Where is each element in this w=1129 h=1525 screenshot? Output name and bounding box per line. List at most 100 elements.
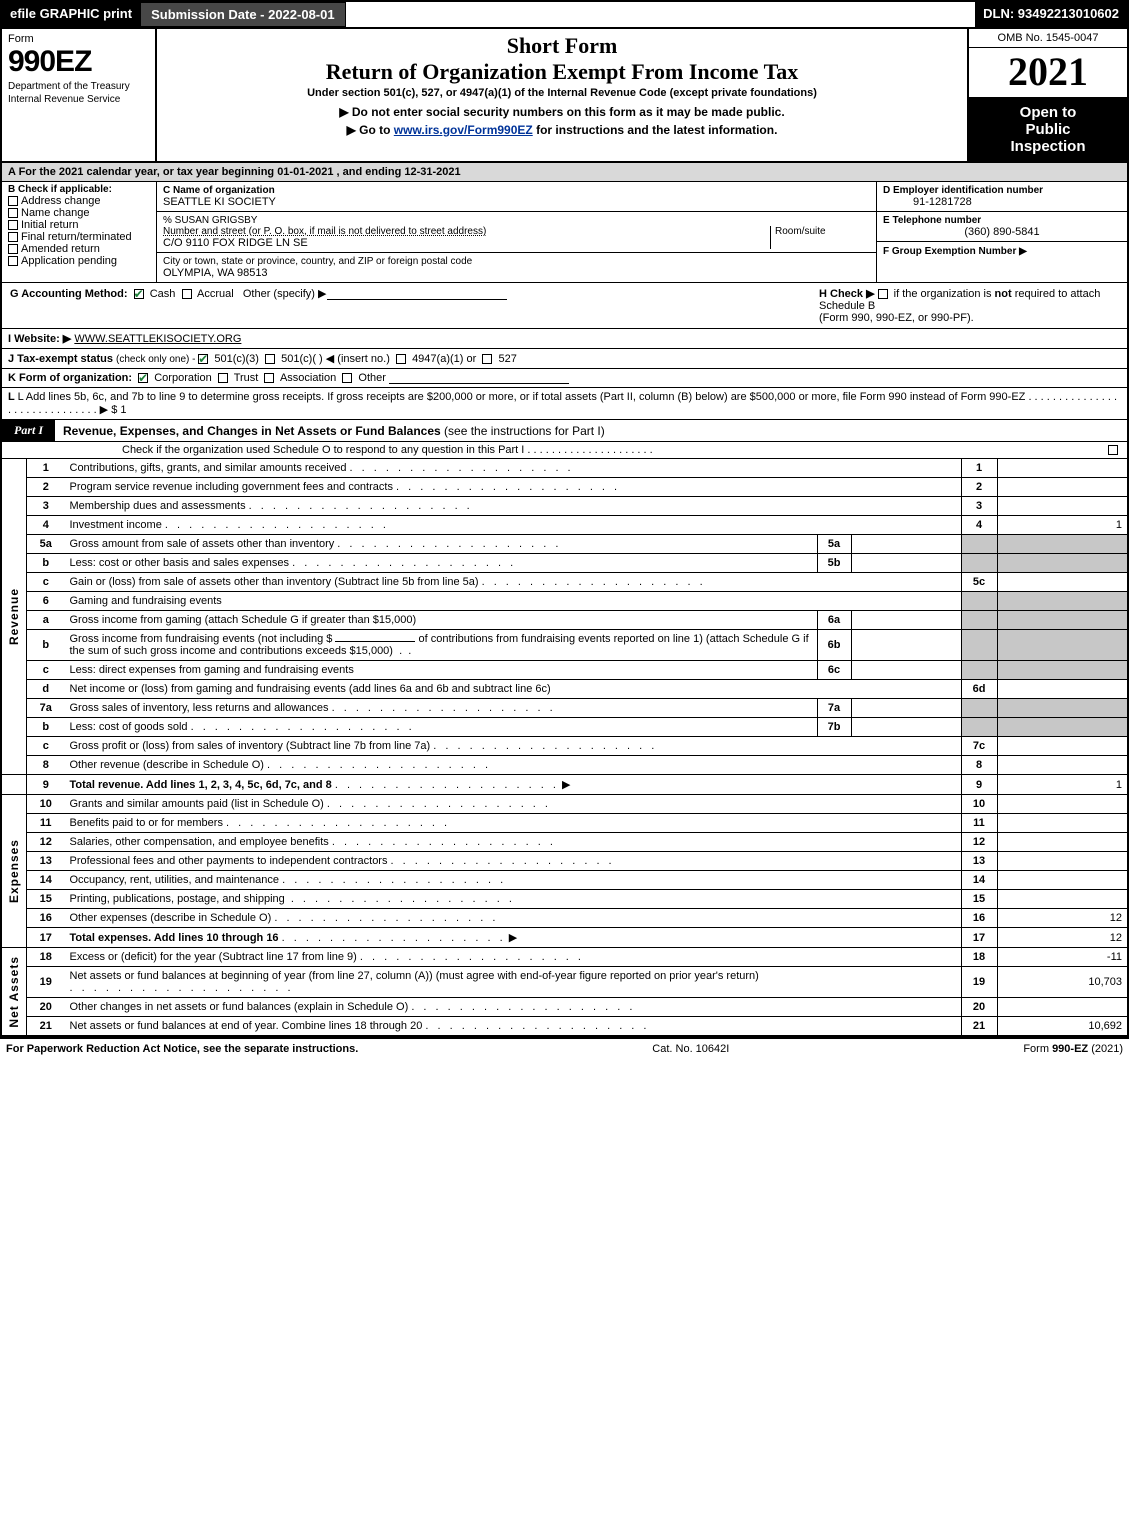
- part-i-title-text: Revenue, Expenses, and Changes in Net As…: [63, 424, 444, 438]
- chk-amended-return[interactable]: Amended return: [8, 243, 150, 255]
- section-l: L L Add lines 5b, 6c, and 7b to line 9 t…: [2, 388, 1127, 420]
- chk-final-return[interactable]: Final return/terminated: [8, 231, 150, 243]
- ln-6-val-shade: [997, 592, 1127, 611]
- section-l-text: L Add lines 5b, 6c, and 7b to line 9 to …: [8, 391, 1117, 416]
- city-value: OLYMPIA, WA 98513: [163, 267, 870, 279]
- chk-association[interactable]: [264, 373, 274, 383]
- section-g: G Accounting Method: Cash Accrual Other …: [10, 287, 819, 324]
- section-f-label: F Group Exemption Number ▶: [883, 246, 1027, 257]
- ln-6b-val-shade: [997, 630, 1127, 661]
- row-4: 4 Investment income 4 1: [2, 516, 1127, 535]
- ln-17-desc: Total expenses. Add lines 10 through 16 …: [65, 928, 962, 948]
- city-block: City or town, state or province, country…: [157, 253, 876, 282]
- form-number: 990EZ: [8, 45, 149, 79]
- other-org-field[interactable]: [389, 372, 569, 384]
- ln-18-val: -11: [997, 948, 1127, 967]
- street-label: Number and street (or P. O. box, if mail…: [163, 226, 770, 237]
- section-c: C Name of organization SEATTLE KI SOCIET…: [157, 182, 877, 282]
- section-def: D Employer identification number 91-1281…: [877, 182, 1127, 282]
- ln-5b-subkey: 5b: [817, 554, 851, 573]
- l-501c: 501(c)( ) ◀ (insert no.): [281, 353, 390, 365]
- goto-link[interactable]: www.irs.gov/Form990EZ: [394, 123, 533, 137]
- open-line3: Inspection: [973, 138, 1123, 155]
- form-word: Form: [8, 33, 149, 45]
- efile-label[interactable]: efile GRAPHIC print: [2, 2, 140, 27]
- ln-6-num: 6: [27, 592, 65, 611]
- footer-center: Cat. No. 10642I: [652, 1043, 729, 1055]
- ln-8-val: [997, 756, 1127, 775]
- ln-13-val: [997, 852, 1127, 871]
- chk-other-org[interactable]: [342, 373, 352, 383]
- ln-8-key: 8: [961, 756, 997, 775]
- other-specify-field[interactable]: [327, 288, 507, 300]
- ln-4-key: 4: [961, 516, 997, 535]
- ln-5a-val-shade: [997, 535, 1127, 554]
- ln-6b-blank[interactable]: [335, 641, 415, 642]
- ln-21-desc: Net assets or fund balances at end of ye…: [65, 1017, 962, 1036]
- tax-year: 2021: [969, 48, 1127, 98]
- street-value: C/O 9110 FOX RIDGE LN SE: [163, 237, 770, 249]
- ln-3-val: [997, 497, 1127, 516]
- h-mid: if the organization is: [894, 288, 995, 300]
- ln-7c-key: 7c: [961, 737, 997, 756]
- under-section: Under section 501(c), 527, or 4947(a)(1)…: [165, 87, 959, 99]
- ln-17-key: 17: [961, 928, 997, 948]
- h-pre: H Check ▶: [819, 288, 878, 300]
- chk-527[interactable]: [482, 354, 492, 364]
- row-12: 12 Salaries, other compensation, and emp…: [2, 833, 1127, 852]
- ln-8-desc: Other revenue (describe in Schedule O): [65, 756, 962, 775]
- ln-6b-desc: Gross income from fundraising events (no…: [65, 630, 818, 661]
- ln-12-num: 12: [27, 833, 65, 852]
- chk-cash[interactable]: [134, 289, 144, 299]
- chk-trust[interactable]: [218, 373, 228, 383]
- ln-6c-key-shade: [961, 661, 997, 680]
- ln-5a-subval: [851, 535, 961, 554]
- ln-20-desc: Other changes in net assets or fund bala…: [65, 998, 962, 1017]
- ln-7b-desc: Less: cost of goods sold: [65, 718, 818, 737]
- ln-9-desc: Total revenue. Add lines 1, 2, 3, 4, 5c,…: [65, 775, 962, 795]
- ln-3-num: 3: [27, 497, 65, 516]
- ln-6d-key: 6d: [961, 680, 997, 699]
- ln-17-arrow: ▶: [509, 932, 517, 944]
- ln-5b-desc: Less: cost or other basis and sales expe…: [65, 554, 818, 573]
- website-link[interactable]: WWW.SEATTLEKISOCIETY.ORG: [74, 333, 241, 345]
- ln-1-val: [997, 459, 1127, 478]
- chk-4947a1[interactable]: [396, 354, 406, 364]
- chk-initial-return[interactable]: Initial return: [8, 219, 150, 231]
- org-name: SEATTLE KI SOCIETY: [163, 196, 870, 208]
- ln-7b-val-shade: [997, 718, 1127, 737]
- ln-9-key: 9: [961, 775, 997, 795]
- chk-corporation[interactable]: [138, 373, 148, 383]
- ln-19-val: 10,703: [997, 967, 1127, 998]
- sched-o-row: Check if the organization used Schedule …: [2, 442, 1127, 459]
- chk-application-pending[interactable]: Application pending: [8, 255, 150, 267]
- footer-left: For Paperwork Reduction Act Notice, see …: [6, 1043, 358, 1055]
- ln-3-key: 3: [961, 497, 997, 516]
- h-not: not: [995, 288, 1012, 300]
- ln-5b-subval: [851, 554, 961, 573]
- l-other-org: Other: [358, 372, 386, 384]
- header-right: OMB No. 1545-0047 2021 Open to Public In…: [967, 29, 1127, 161]
- ln-7a-subval: [851, 699, 961, 718]
- section-k: K Form of organization: Corporation Trus…: [2, 369, 1127, 388]
- goto-post: for instructions and the latest informat…: [533, 123, 778, 137]
- l-527: 527: [498, 353, 516, 365]
- chk-schedule-b-not-required[interactable]: [878, 289, 888, 299]
- chk-address-change[interactable]: Address change: [8, 195, 150, 207]
- ln-5a-key-shade: [961, 535, 997, 554]
- row-2: 2 Program service revenue including gove…: [2, 478, 1127, 497]
- ln-20-key: 20: [961, 998, 997, 1017]
- section-j-label: J Tax-exempt status: [8, 353, 116, 365]
- chk-name-change[interactable]: Name change: [8, 207, 150, 219]
- ln-6d-val: [997, 680, 1127, 699]
- room-label: Room/suite: [775, 226, 870, 237]
- chk-501c3[interactable]: [198, 354, 208, 364]
- chk-501c[interactable]: [265, 354, 275, 364]
- ln-11-key: 11: [961, 814, 997, 833]
- section-b-label: B Check if applicable:: [8, 184, 150, 195]
- section-h: H Check ▶ if the organization is not req…: [819, 287, 1119, 324]
- chk-accrual[interactable]: [182, 289, 192, 299]
- section-gh: G Accounting Method: Cash Accrual Other …: [2, 283, 1127, 329]
- row-17: 17 Total expenses. Add lines 10 through …: [2, 928, 1127, 948]
- sched-o-checkbox[interactable]: [1101, 444, 1121, 456]
